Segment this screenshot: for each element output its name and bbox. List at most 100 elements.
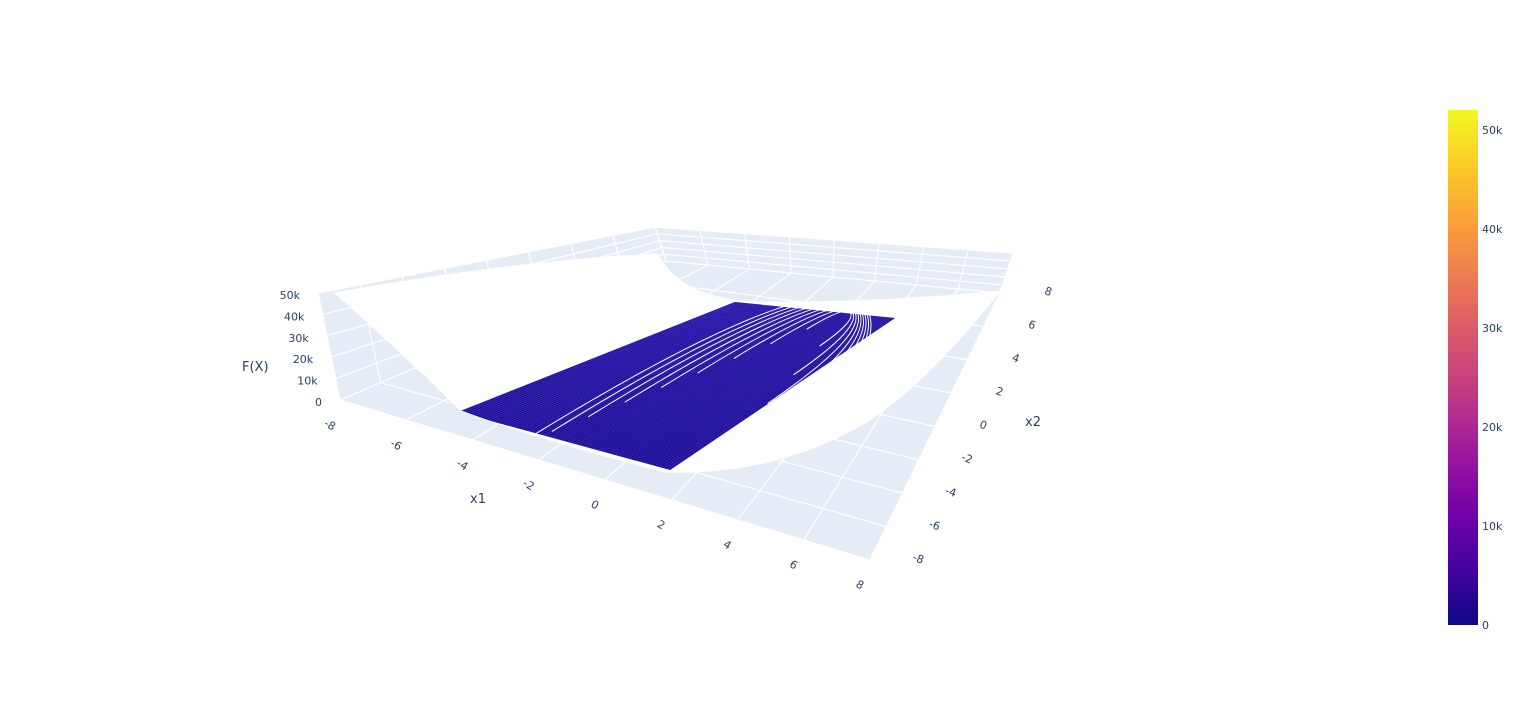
x1-tick-label: -4 bbox=[454, 457, 470, 474]
hatch-line bbox=[457, 301, 736, 413]
hatch-line bbox=[566, 309, 818, 443]
z-tick-label: 0 bbox=[315, 396, 322, 409]
hatch-line bbox=[476, 303, 749, 418]
colorbar-tick-label: 20k bbox=[1482, 421, 1503, 434]
contour-line bbox=[624, 301, 864, 473]
hatch-line bbox=[660, 317, 889, 468]
z-tick-label: 10k bbox=[297, 375, 318, 388]
colorbar: 0 10k 20k 30k 40k 50k bbox=[1448, 110, 1503, 632]
colorbar-tick-label: 40k bbox=[1482, 223, 1503, 236]
z-axis-ticks: 0 10k 20k 30k 40k 50k bbox=[280, 289, 322, 409]
hatch-line bbox=[506, 305, 772, 426]
hatch-line bbox=[597, 312, 841, 451]
x2-tick-label: 6 bbox=[1026, 318, 1037, 333]
hatch-line bbox=[600, 312, 843, 452]
x1-tick-label: 0 bbox=[588, 498, 601, 513]
hatch-line bbox=[636, 315, 871, 462]
x1-tick-label: 8 bbox=[853, 578, 866, 593]
contour-line bbox=[551, 297, 870, 473]
hatch-line bbox=[594, 312, 839, 450]
hatch-line bbox=[642, 315, 875, 463]
hatch-line bbox=[524, 306, 786, 431]
hatch-line bbox=[588, 311, 834, 448]
contour-line bbox=[806, 310, 852, 347]
hatch-line bbox=[515, 306, 779, 429]
colorbar-tick-label: 10k bbox=[1482, 520, 1503, 533]
hatch-line bbox=[463, 302, 740, 414]
hatch-line bbox=[639, 315, 873, 462]
contour-line bbox=[770, 308, 854, 376]
colorbar-tick-label: 0 bbox=[1482, 619, 1489, 632]
hatch-line bbox=[603, 312, 845, 453]
hatch-line bbox=[503, 305, 770, 425]
hatch-line bbox=[666, 317, 893, 470]
wall-line-x1 bbox=[788, 236, 792, 274]
wall-line-x1 bbox=[957, 249, 969, 290]
x2-tick-label: 2 bbox=[994, 385, 1005, 400]
z-tick-label: 40k bbox=[284, 310, 305, 323]
wall-line-x1 bbox=[832, 239, 835, 278]
hatch-line bbox=[609, 313, 850, 454]
hatch-line bbox=[651, 316, 882, 466]
x2-tick-label: 0 bbox=[978, 418, 989, 433]
hatch-line bbox=[624, 314, 861, 458]
hatch-line bbox=[488, 304, 758, 421]
contour-line bbox=[697, 305, 860, 433]
hatch-line bbox=[606, 312, 848, 453]
hatch-line bbox=[627, 314, 864, 459]
hatch-line bbox=[542, 308, 800, 436]
z-tick-label: 20k bbox=[293, 353, 314, 366]
wall-line-x1 bbox=[654, 226, 667, 262]
hatch-line bbox=[648, 316, 880, 465]
hatch-line bbox=[482, 303, 754, 419]
colorbar-ticks: 0 10k 20k 30k 40k 50k bbox=[1482, 124, 1503, 632]
hatch-line bbox=[645, 315, 877, 464]
hatch-line bbox=[615, 313, 855, 456]
z-axis-title: F(X) bbox=[242, 360, 269, 375]
x2-tick-label: -6 bbox=[927, 517, 942, 533]
x2-tick-label: 4 bbox=[1010, 351, 1021, 366]
hatch-line bbox=[557, 309, 811, 440]
wall-line-x1 bbox=[699, 230, 709, 266]
wall-line-x1 bbox=[915, 246, 925, 286]
hatch-line bbox=[485, 303, 756, 420]
hatch-line bbox=[473, 302, 747, 417]
colorbar-tick-label: 30k bbox=[1482, 322, 1503, 335]
contour-line bbox=[588, 299, 867, 473]
wall-line-z bbox=[317, 226, 1014, 294]
x1-tick-label: -8 bbox=[322, 417, 338, 434]
z-tick-label: 30k bbox=[288, 332, 309, 345]
x2-tick-label: -4 bbox=[943, 484, 958, 500]
hatch-line bbox=[612, 313, 852, 455]
hatch-line bbox=[494, 304, 763, 423]
hatch-line bbox=[618, 313, 857, 457]
surface-contours bbox=[515, 295, 872, 473]
hatch-line bbox=[491, 304, 761, 422]
x2-axis-title: x2 bbox=[1025, 415, 1041, 430]
x1-tick-label: -6 bbox=[388, 437, 404, 454]
surface bbox=[333, 253, 1002, 473]
hatch-line bbox=[575, 310, 825, 445]
hatch-line bbox=[470, 302, 745, 416]
wall-line-x1 bbox=[743, 233, 751, 270]
x2-tick-label: -8 bbox=[911, 551, 926, 567]
hatch-line bbox=[563, 309, 816, 442]
hatch-line bbox=[497, 304, 765, 424]
x1-axis-title: x1 bbox=[470, 492, 486, 507]
hatch-line bbox=[460, 301, 738, 414]
x2-tick-label: 8 bbox=[1043, 284, 1054, 299]
colorbar-gradient bbox=[1448, 110, 1478, 625]
wall-line-x1 bbox=[874, 243, 880, 282]
hatch-line bbox=[591, 311, 836, 449]
x1-tick-label: -2 bbox=[521, 477, 537, 494]
hatch-line bbox=[585, 311, 832, 448]
grid-line-x2 bbox=[339, 399, 871, 561]
hatch-line bbox=[578, 310, 827, 446]
hatch-line bbox=[621, 314, 859, 457]
hatch-line bbox=[533, 307, 793, 433]
x2-axis-ticks: -8 -6 -4 -2 0 2 4 6 8 bbox=[911, 284, 1054, 566]
wall-line-x1 bbox=[999, 252, 1014, 294]
hatch-line bbox=[657, 316, 887, 467]
x1-tick-label: 2 bbox=[655, 518, 668, 533]
